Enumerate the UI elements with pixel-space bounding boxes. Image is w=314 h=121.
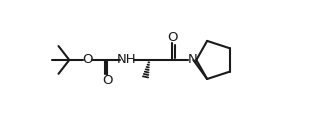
Text: O: O [167, 31, 178, 44]
Text: O: O [102, 74, 112, 87]
Text: O: O [83, 53, 93, 66]
Text: N: N [188, 53, 198, 66]
Text: NH: NH [117, 53, 137, 66]
